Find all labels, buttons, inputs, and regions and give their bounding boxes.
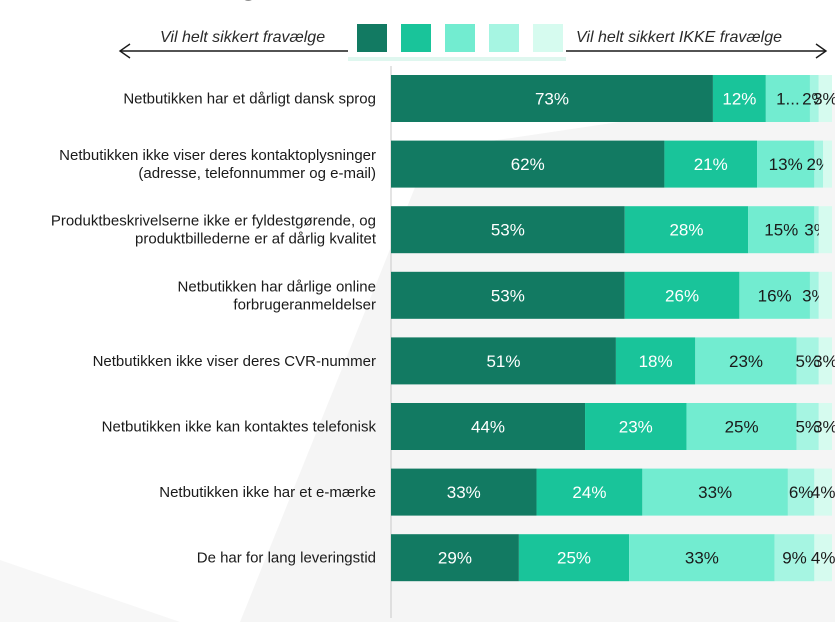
category-label: Produktbeskrivelserne ikke er fyldestgør… (51, 213, 376, 230)
bar-segment (615, 337, 696, 385)
value-label: 12% (722, 90, 756, 109)
value-label: 25% (725, 418, 759, 437)
bar-segment (818, 271, 832, 319)
category-label: Netbutikken ikke viser deres CVR-nummer (93, 353, 376, 370)
bar-segment (686, 403, 797, 450)
value-label: 9% (782, 549, 807, 568)
bar-segment (818, 403, 832, 450)
value-label: 51% (486, 352, 520, 371)
bar-segment (642, 468, 788, 516)
legend: Vil helt sikkert fravælge Vil helt sikke… (118, 24, 828, 61)
bar-segment (814, 206, 819, 254)
category-label: Netbutikken har et dårligt dansk sprog (123, 91, 376, 108)
value-label: 28% (669, 221, 703, 240)
value-label: 33% (685, 549, 719, 568)
value-label: 13% (769, 155, 803, 174)
value-label: 44% (471, 418, 505, 437)
bar-segment (739, 271, 810, 319)
bar-segment (757, 140, 815, 188)
bar-segment (585, 403, 687, 450)
category-label: Netbutikken ikke viser deres kontaktoply… (59, 147, 376, 164)
value-label: 18% (639, 352, 673, 371)
bar-segment (536, 468, 643, 516)
bar-segment (818, 206, 832, 254)
category-label: De har for lang leveringstid (197, 550, 376, 567)
bar-segment (814, 534, 832, 582)
category-label: produktbillederne er af dårlig kvalitet (135, 231, 377, 248)
bar-segment (391, 337, 616, 385)
category-label: Netbutikken ikke har et e-mærke (159, 484, 376, 501)
legend-swatch-3 (445, 24, 475, 52)
bar-segment (695, 337, 797, 385)
legend-swatch-5 (533, 24, 563, 52)
category-label: Netbutikken har dårlige online (178, 278, 376, 295)
value-label: 53% (491, 221, 525, 240)
value-label: 53% (491, 286, 525, 305)
legend-right-text: Vil helt sikkert IKKE fravælge (576, 29, 782, 46)
bar-segment (814, 468, 832, 516)
bar-segment (391, 75, 713, 122)
value-label: 62% (511, 155, 545, 174)
value-label: 6% (789, 483, 814, 502)
bar-segment (391, 271, 625, 319)
bar-segment (664, 140, 758, 188)
value-label: 23% (729, 352, 763, 371)
legend-left-text: Vil helt sikkert fravælge (160, 29, 325, 46)
bar-segment (518, 534, 630, 582)
value-label: 3% (813, 418, 835, 437)
value-label: 16% (758, 286, 792, 305)
bar-segment (823, 140, 832, 188)
value-label: 25% (557, 549, 591, 568)
value-label: 26% (665, 286, 699, 305)
legend-swatch-2 (401, 24, 431, 52)
bar-segment (391, 534, 519, 582)
category-label: forbrugeranmeldelser (233, 296, 376, 313)
value-label: 5% (795, 352, 820, 371)
bar-segment (391, 403, 586, 450)
bar-segment (748, 206, 815, 254)
legend-swatch-1 (357, 24, 387, 52)
legend-swatch-4 (489, 24, 519, 52)
legend-arrow-left-head (118, 43, 131, 59)
value-label: 3% (813, 352, 835, 371)
bar-segment (712, 75, 766, 122)
value-label: 29% (438, 549, 472, 568)
bar-segment (624, 206, 749, 254)
category-label: Netbutikken ikke kan kontaktes telefonis… (102, 419, 377, 436)
value-label: 73% (535, 90, 569, 109)
bar-segment (774, 534, 815, 582)
legend-swatch-strip (348, 57, 566, 61)
value-label: 4% (811, 549, 835, 568)
bar-segment (818, 337, 832, 385)
bar-segment (818, 75, 832, 122)
value-label: 33% (698, 483, 732, 502)
value-label: 21% (694, 155, 728, 174)
bar-segment (391, 206, 625, 254)
bar-segment (624, 271, 740, 319)
bar-segment (787, 468, 815, 516)
bar-segment (391, 140, 665, 188)
category-label: (adresse, telefonnummer og e-mail) (138, 165, 376, 182)
value-label: 1... (776, 90, 800, 109)
value-label: 33% (447, 483, 481, 502)
bar-segment (391, 468, 537, 516)
bar-segment (796, 337, 819, 385)
bar-segment (796, 403, 819, 450)
value-label: 4% (811, 483, 835, 502)
value-label: 15% (764, 221, 798, 240)
bar-segment (809, 75, 819, 122)
bar-segment (765, 75, 810, 122)
value-label: 24% (572, 483, 606, 502)
value-label: 3% (813, 90, 835, 109)
bar-segment (809, 271, 819, 319)
legend-arrow-right-head (815, 43, 828, 59)
value-label: 23% (619, 418, 653, 437)
value-label: 5% (795, 418, 820, 437)
bar-segment (814, 140, 824, 188)
bar-segment (629, 534, 775, 582)
